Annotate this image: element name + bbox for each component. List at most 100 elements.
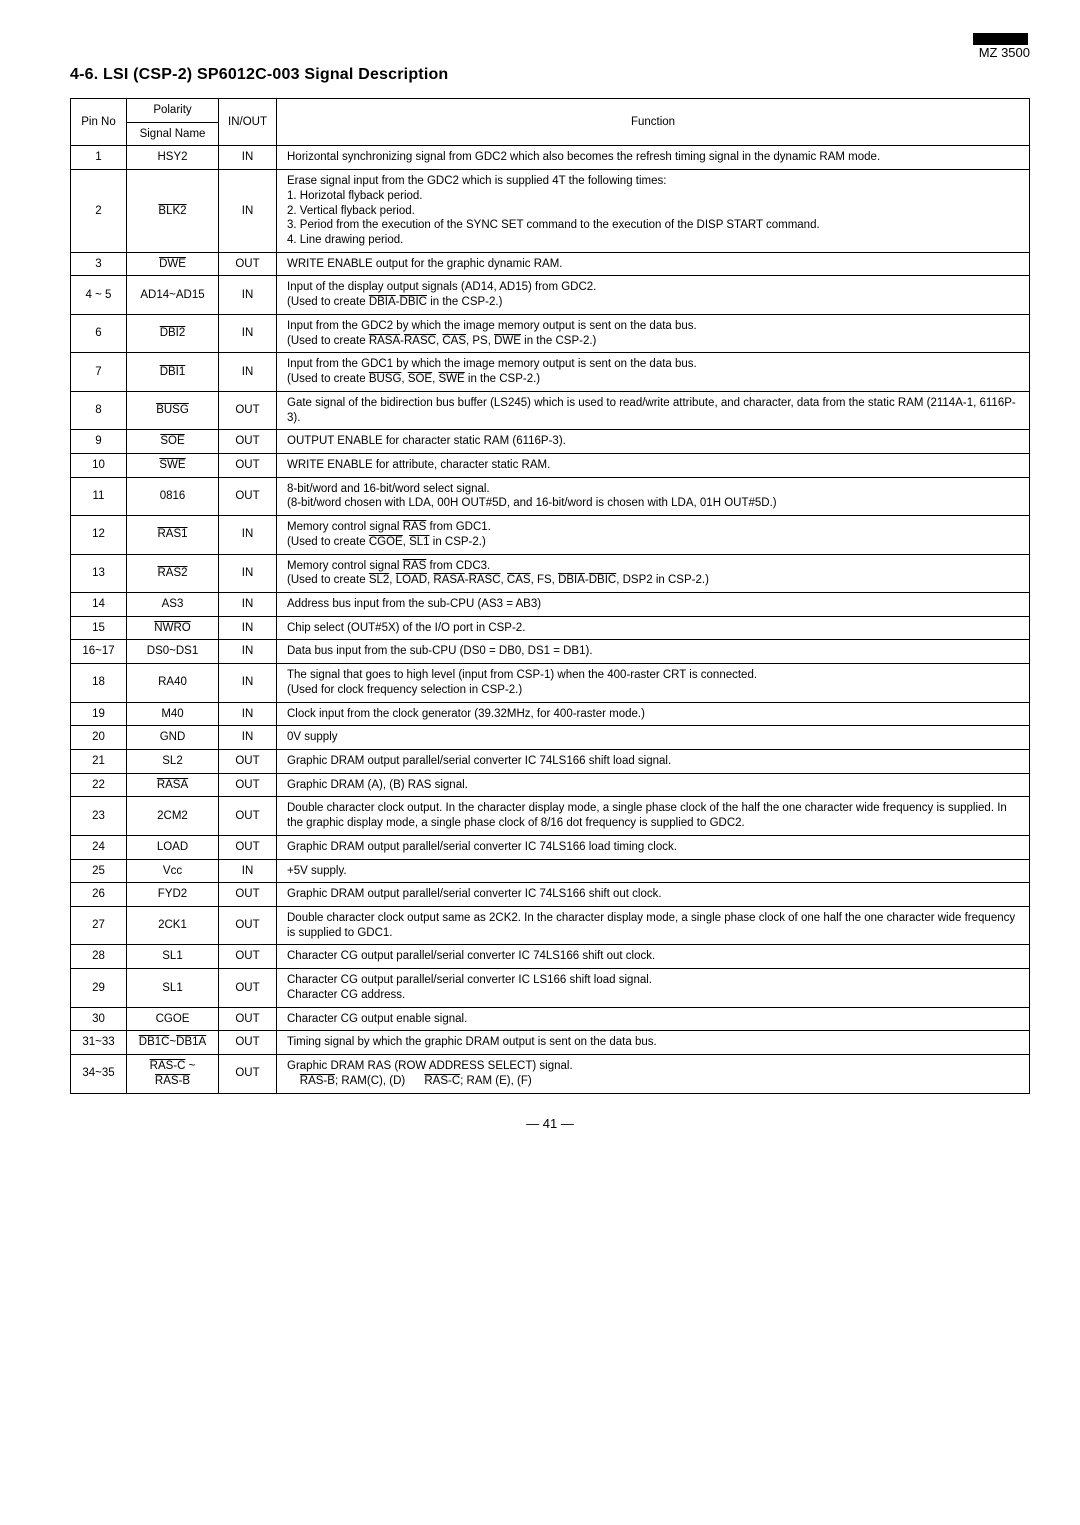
cell-function: Memory control signal RAS from CDC3.(Use… — [277, 554, 1030, 592]
cell-function: Double character clock output same as 2C… — [277, 907, 1030, 945]
th-io: IN/OUT — [219, 99, 277, 146]
cell-pin: 19 — [71, 702, 127, 726]
cell-pin: 28 — [71, 945, 127, 969]
cell-io: OUT — [219, 797, 277, 835]
cell-signal: 2CM2 — [127, 797, 219, 835]
cell-function: Character CG output enable signal. — [277, 1007, 1030, 1031]
cell-pin: 18 — [71, 664, 127, 702]
table-row: 4 ~ 5AD14~AD15INInput of the display out… — [71, 276, 1030, 314]
cell-pin: 9 — [71, 430, 127, 454]
cell-pin: 34~35 — [71, 1055, 127, 1093]
cell-signal: BLK2 — [127, 170, 219, 253]
cell-signal: DBI2 — [127, 314, 219, 352]
cell-io: OUT — [219, 1031, 277, 1055]
cell-io: OUT — [219, 453, 277, 477]
cell-function: WRITE ENABLE for attribute, character st… — [277, 453, 1030, 477]
cell-pin: 13 — [71, 554, 127, 592]
cell-signal: DWE — [127, 252, 219, 276]
cell-signal: Vcc — [127, 859, 219, 883]
table-row: 22RASAOUTGraphic DRAM (A), (B) RAS signa… — [71, 773, 1030, 797]
cell-signal: SL2 — [127, 750, 219, 774]
th-signal: Signal Name — [127, 122, 219, 146]
table-row: 14AS3INAddress bus input from the sub-CP… — [71, 592, 1030, 616]
cell-pin: 16~17 — [71, 640, 127, 664]
cell-pin: 27 — [71, 907, 127, 945]
cell-io: IN — [219, 146, 277, 170]
table-row: 29SL1OUTCharacter CG output parallel/ser… — [71, 969, 1030, 1007]
cell-io: OUT — [219, 430, 277, 454]
table-row: 272CK1OUTDouble character clock output s… — [71, 907, 1030, 945]
model-label: MZ 3500 — [70, 30, 1030, 60]
cell-pin: 31~33 — [71, 1031, 127, 1055]
cell-io: IN — [219, 516, 277, 554]
table-row: 34~35RAS-C ~RAS-BOUTGraphic DRAM RAS (RO… — [71, 1055, 1030, 1093]
cell-pin: 29 — [71, 969, 127, 1007]
cell-function: +5V supply. — [277, 859, 1030, 883]
cell-signal: SL1 — [127, 969, 219, 1007]
cell-pin: 20 — [71, 726, 127, 750]
table-row: 16~17DS0~DS1INData bus input from the su… — [71, 640, 1030, 664]
cell-function: WRITE ENABLE output for the graphic dyna… — [277, 252, 1030, 276]
table-row: 3DWEOUTWRITE ENABLE output for the graph… — [71, 252, 1030, 276]
cell-signal: AD14~AD15 — [127, 276, 219, 314]
cell-io: OUT — [219, 750, 277, 774]
cell-function: Graphic DRAM output parallel/serial conv… — [277, 883, 1030, 907]
cell-io: IN — [219, 554, 277, 592]
cell-io: OUT — [219, 1007, 277, 1031]
cell-function: Input of the display output signals (AD1… — [277, 276, 1030, 314]
cell-function: Input from the GDC1 by which the image m… — [277, 353, 1030, 391]
cell-pin: 4 ~ 5 — [71, 276, 127, 314]
table-row: 21SL2OUTGraphic DRAM output parallel/ser… — [71, 750, 1030, 774]
cell-io: IN — [219, 170, 277, 253]
table-row: 232CM2OUTDouble character clock output. … — [71, 797, 1030, 835]
cell-function: Graphic DRAM (A), (B) RAS signal. — [277, 773, 1030, 797]
cell-signal: RAS2 — [127, 554, 219, 592]
cell-signal: DB1C~DB1A — [127, 1031, 219, 1055]
cell-function: Graphic DRAM output parallel/serial conv… — [277, 835, 1030, 859]
cell-io: OUT — [219, 883, 277, 907]
cell-io: OUT — [219, 969, 277, 1007]
cell-pin: 30 — [71, 1007, 127, 1031]
cell-function: Gate signal of the bidirection bus buffe… — [277, 391, 1030, 429]
th-pin: Pin No — [71, 99, 127, 146]
cell-pin: 12 — [71, 516, 127, 554]
cell-signal: RA40 — [127, 664, 219, 702]
cell-signal: RAS1 — [127, 516, 219, 554]
cell-signal: RASA — [127, 773, 219, 797]
cell-pin: 11 — [71, 477, 127, 515]
table-row: 31~33DB1C~DB1AOUTTiming signal by which … — [71, 1031, 1030, 1055]
cell-pin: 24 — [71, 835, 127, 859]
table-row: 9SOEOUTOUTPUT ENABLE for character stati… — [71, 430, 1030, 454]
th-polarity: Polarity — [127, 99, 219, 123]
cell-signal: GND — [127, 726, 219, 750]
cell-signal: AS3 — [127, 592, 219, 616]
table-row: 13RAS2INMemory control signal RAS from C… — [71, 554, 1030, 592]
cell-signal: SWE — [127, 453, 219, 477]
cell-pin: 26 — [71, 883, 127, 907]
cell-function: Timing signal by which the graphic DRAM … — [277, 1031, 1030, 1055]
table-row: 25VccIN+5V supply. — [71, 859, 1030, 883]
section-title: 4-6. LSI (CSP-2) SP6012C-003 Signal Desc… — [70, 66, 1030, 84]
cell-signal: DBI1 — [127, 353, 219, 391]
cell-function: The signal that goes to high level (inpu… — [277, 664, 1030, 702]
table-row: 15NWROINChip select (OUT#5X) of the I/O … — [71, 616, 1030, 640]
table-row: 110816OUT8-bit/word and 16-bit/word sele… — [71, 477, 1030, 515]
cell-pin: 1 — [71, 146, 127, 170]
cell-io: IN — [219, 640, 277, 664]
cell-signal: M40 — [127, 702, 219, 726]
cell-io: IN — [219, 616, 277, 640]
table-row: 2BLK2INErase signal input from the GDC2 … — [71, 170, 1030, 253]
cell-pin: 10 — [71, 453, 127, 477]
cell-function: Address bus input from the sub-CPU (AS3 … — [277, 592, 1030, 616]
cell-io: OUT — [219, 945, 277, 969]
cell-io: IN — [219, 353, 277, 391]
table-row: 12RAS1INMemory control signal RAS from G… — [71, 516, 1030, 554]
cell-function: Character CG output parallel/serial conv… — [277, 945, 1030, 969]
cell-io: IN — [219, 859, 277, 883]
cell-pin: 25 — [71, 859, 127, 883]
table-row: 6DBI2INInput from the GDC2 by which the … — [71, 314, 1030, 352]
cell-io: OUT — [219, 252, 277, 276]
cell-function: OUTPUT ENABLE for character static RAM (… — [277, 430, 1030, 454]
cell-signal: RAS-C ~RAS-B — [127, 1055, 219, 1093]
cell-io: OUT — [219, 907, 277, 945]
